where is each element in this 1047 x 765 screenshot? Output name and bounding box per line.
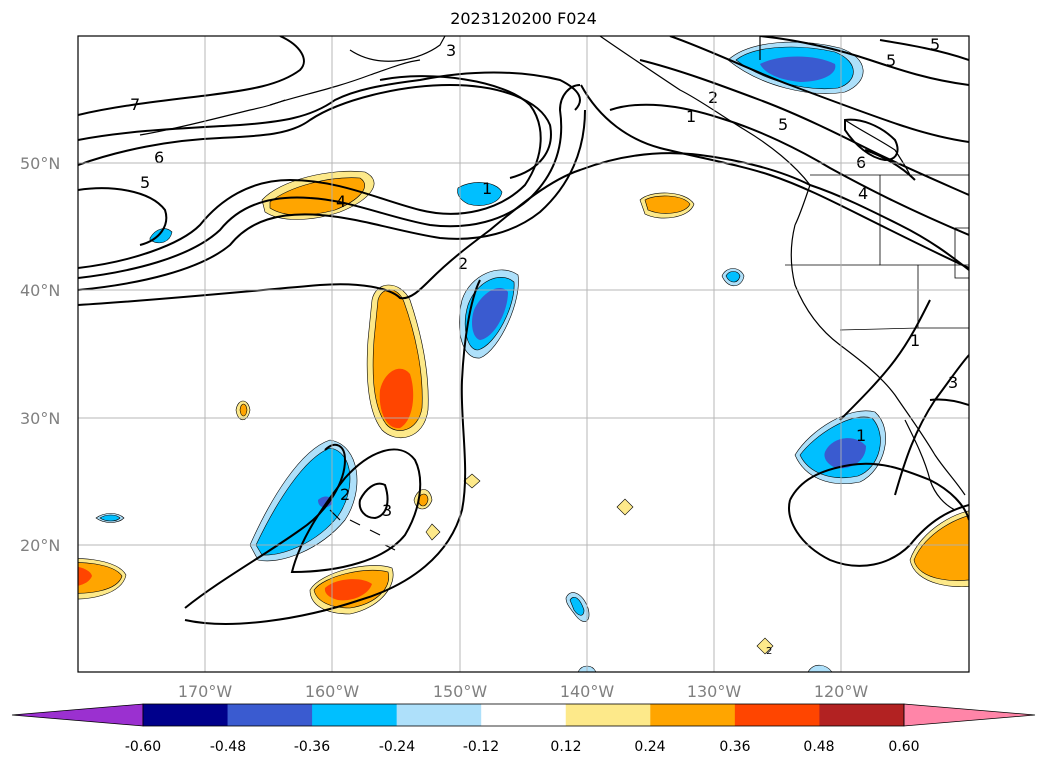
colorbar-extend-low [11,703,144,727]
latitude-labels: 50°N 40°N 30°N 20°N [20,154,60,555]
contour-label: 5 [886,51,896,70]
colorbar-swatch [312,704,398,726]
lat-label: 20°N [20,536,60,555]
colorbar-extend-high [903,703,1036,727]
longitude-labels: 170°W 160°W 150°W 140°W 130°W 120°W [178,682,869,701]
contour-label: 6 [154,148,164,167]
lat-label: 30°N [20,409,60,428]
contour-label: 1 [856,426,866,445]
colorbar-swatch [734,704,820,726]
colorbar-swatch [565,704,651,726]
contour-label: 2 [458,254,468,273]
colorbar [11,703,1036,727]
contour-label: 5 [140,173,150,192]
contour-label: 5 [778,115,788,134]
contour-label: 1 [686,107,696,126]
contour-label: 5 [930,35,940,54]
colorbar-tick-label: -0.24 [379,739,415,755]
contour-label: 7 [130,95,140,114]
colorbar-swatch [143,704,229,726]
political-borders [785,174,969,331]
colorbar-swatch [819,704,905,726]
lon-label: 160°W [305,682,360,701]
lon-label: 150°W [433,682,488,701]
colorbar-tick-label: -0.36 [294,739,330,755]
colorbar-frame [142,703,905,727]
contour-lines [78,36,969,625]
colorbar-tick-label: -0.48 [210,739,246,755]
contour-labels: 7 6 5 4 3 2 1 2 3 2 1 5 5 6 4 5 1 1 3 2 [130,35,958,657]
colorbar-tick-labels: -0.60 -0.48 -0.36 -0.24 -0.12 0.12 0.24 … [125,739,920,755]
contour-label: 2 [766,646,772,657]
lon-label: 130°W [687,682,742,701]
contour-label: 1 [482,179,492,198]
colorbar-tick-label: 0.12 [550,739,581,755]
contour-label: 2 [708,88,718,107]
colorbar-swatch [481,704,567,726]
contour-label: 3 [382,501,392,520]
contour-label: 1 [910,331,920,350]
contour-label: 2 [340,485,350,504]
colorbar-tick-label: 0.36 [719,739,750,755]
colorbar-tick-label: 0.48 [803,739,834,755]
colorbar-swatch [227,704,313,726]
colorbar-tick-label: 0.60 [888,739,919,755]
colorbar-tick-label: -0.60 [125,739,161,755]
contour-label: 4 [858,184,868,203]
lon-label: 120°W [814,682,869,701]
contour-label: 3 [948,373,958,392]
contour-label: 3 [446,41,456,60]
lat-label: 50°N [20,154,60,173]
colorbar-tick-label: 0.24 [634,739,665,755]
map-area: 7 6 5 4 3 2 1 2 3 2 1 5 5 6 4 5 1 1 3 2 [78,35,969,672]
colorbar-swatch [396,704,482,726]
colorbar-tick-label: -0.12 [463,739,499,755]
contour-label: 4 [336,192,346,211]
colorbar-swatch [650,704,736,726]
map-frame [77,35,970,673]
gridlines [78,36,969,672]
lon-label: 170°W [178,682,233,701]
lon-label: 140°W [560,682,615,701]
map-title: 2023120200 F024 [450,9,597,28]
lat-label: 40°N [20,281,60,300]
